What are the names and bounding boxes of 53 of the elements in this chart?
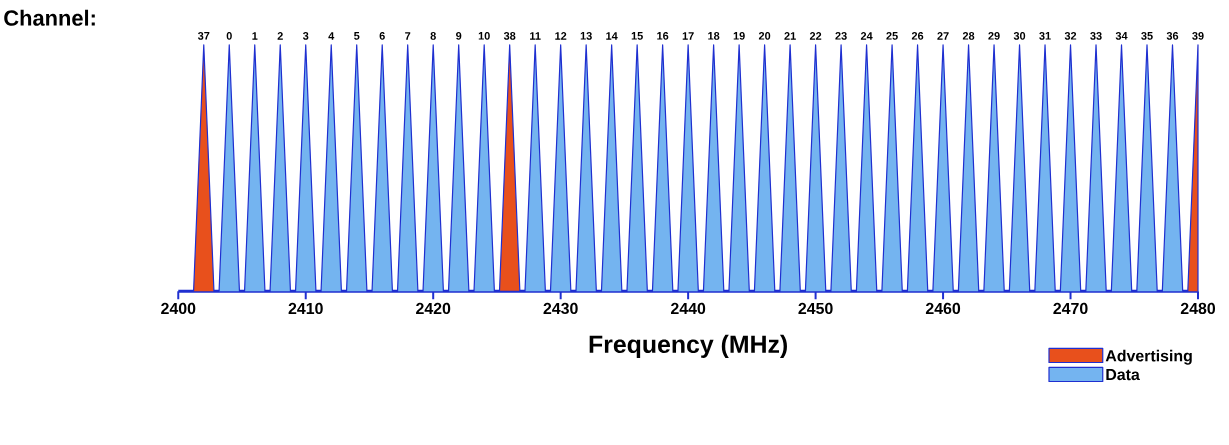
annotation: 3 [302, 31, 309, 40]
x-tick-label: 2480 [1180, 302, 1216, 315]
annotation: 37 [197, 31, 210, 40]
annotation: 13 [580, 31, 592, 40]
x-tick-label: 2410 [288, 302, 323, 315]
annotation: 1 [252, 32, 258, 40]
x-tick-label: 2440 [670, 302, 706, 315]
annotation: 35 [1141, 31, 1153, 40]
x-tick-label: 2470 [1053, 302, 1088, 315]
annotation: 17 [682, 32, 694, 40]
annotation: 34 [1115, 31, 1128, 40]
annotation: 22 [809, 32, 822, 40]
annotation: 27 [937, 32, 949, 40]
annotation: 9 [456, 31, 462, 40]
x-tick-label: 2460 [925, 302, 961, 315]
annotation: 8 [430, 31, 436, 40]
legend-label: Data [1106, 369, 1140, 381]
annotation: 29 [988, 31, 1000, 40]
annotation: 2 [277, 32, 283, 40]
annotation: 14 [606, 32, 618, 40]
annotation: 26 [911, 31, 924, 40]
annotation: 12 [555, 32, 567, 40]
annotation: 4 [328, 32, 335, 40]
annotation: 18 [708, 31, 720, 40]
x-tick-label: 2430 [543, 302, 578, 315]
legend-label: Advertising [1105, 349, 1192, 365]
x-tick-label: 2450 [798, 302, 833, 315]
annotation: 5 [354, 32, 360, 40]
annotation: 7 [405, 32, 411, 40]
x-tick-label: 2400 [161, 302, 196, 315]
annotation: 28 [962, 31, 975, 40]
annotation: 33 [1090, 31, 1102, 40]
text: Channel: [4, 9, 95, 26]
annotation: 11 [530, 32, 541, 40]
annotation: 20 [758, 31, 771, 40]
annotation: 21 [784, 32, 796, 40]
annotation: 24 [860, 32, 873, 40]
annotation: 16 [657, 31, 669, 40]
annotation: 0 [226, 31, 232, 40]
x-tick-label: 2420 [416, 302, 451, 315]
annotation: 23 [835, 31, 847, 40]
annotation: 32 [1064, 31, 1077, 40]
annotation: 25 [886, 31, 898, 40]
annotation: 10 [478, 31, 490, 40]
x-axis-title: Frequency (MHz) [589, 334, 787, 359]
annotation: 38 [503, 31, 516, 40]
annotation: 19 [733, 31, 745, 40]
annotation: 36 [1166, 31, 1179, 40]
annotation: 31 [1039, 31, 1051, 40]
annotation: 39 [1192, 31, 1204, 40]
annotation: 30 [1013, 31, 1026, 40]
annotation: 6 [379, 31, 385, 40]
annotation: 15 [631, 32, 643, 40]
